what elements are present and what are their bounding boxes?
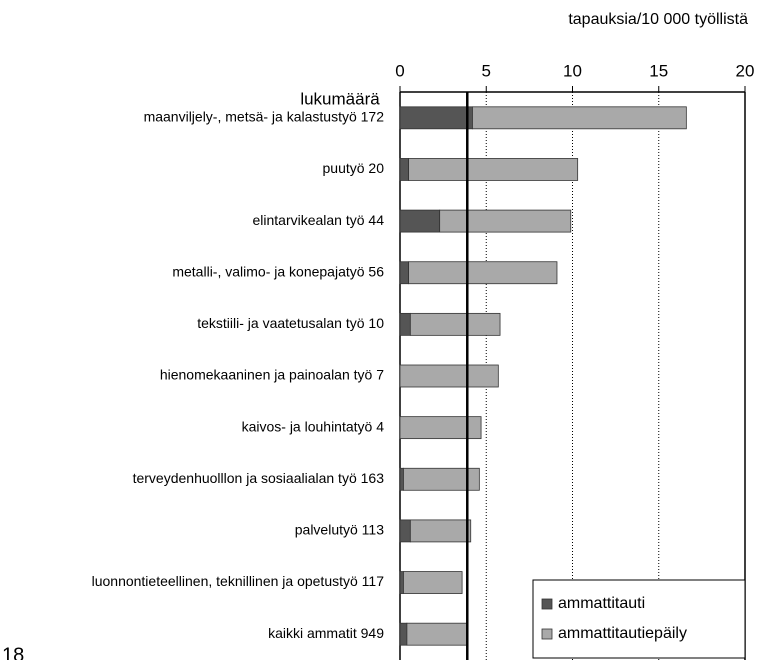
category-label: metalli-, valimo- ja konepajatyö 56 [172,263,384,279]
bar-segment [406,622,468,646]
bar-segment [399,261,410,285]
category-label: palvelutyö 113 [295,522,384,538]
bar-segment [399,312,411,336]
x-tick-label: 5 [482,61,491,80]
bar-segment [399,571,404,594]
bar-segment [409,519,472,543]
bar-segment [399,364,499,388]
legend-swatch [541,598,553,610]
bar-segment [472,106,687,130]
category-label: tekstiili- ja vaatetusalan työ 10 [197,315,384,331]
category-axis-label: lukumäärä [300,89,380,108]
category-label: maanviljely-, metsä- ja kalastustyö 172 [144,109,385,125]
bar-segment [403,571,463,594]
legend-label: ammattitauti [558,595,645,612]
bar-segment [399,106,473,130]
category-label: terveydenhuolllon ja sosiaalialan työ 16… [133,470,385,486]
x-tick-label: 15 [649,61,668,80]
category-label: puutyö 20 [323,160,385,176]
category-label: kaivos- ja louhintatyö 4 [242,418,385,434]
category-label: luonnontieteellinen, teknillinen ja opet… [92,573,385,589]
bar-segment [399,158,410,181]
legend-swatch [541,628,553,640]
page-number: 18 [2,644,24,660]
bar-segment [408,261,558,285]
bar-segment [399,467,404,491]
bar-segment [408,158,579,181]
category-label: hienomekaaninen ja painoalan työ 7 [160,367,384,383]
bar-segment [439,209,572,233]
bar-segment [399,519,411,543]
x-tick-label: 20 [736,61,755,80]
category-label: kaikki ammatit 949 [268,625,384,641]
x-tick-label: 10 [563,61,582,80]
bar-segment [399,622,408,646]
bar-segment [399,416,482,440]
bar-segment [399,209,441,233]
category-label: elintarvikealan työ 44 [252,212,384,228]
bar-segment [409,312,501,336]
legend-label: ammattitautiepäily [558,625,687,642]
x-tick-label: 0 [395,61,404,80]
x-axis-label: tapauksia/10 000 työllistä [568,11,748,28]
legend-box [532,579,746,659]
bar-segment [403,467,480,491]
